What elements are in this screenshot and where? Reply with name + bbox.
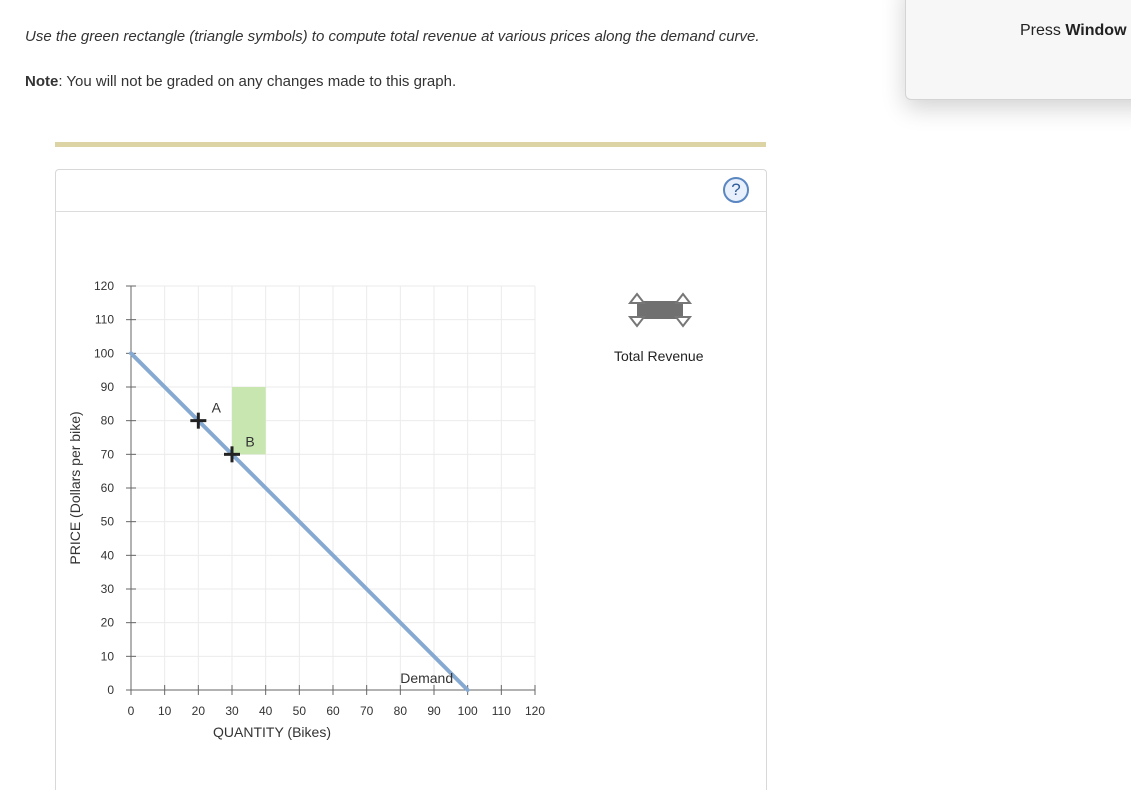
popup-bold: Window xyxy=(1065,22,1127,39)
demand-curve xyxy=(129,351,470,692)
tool-triangle-top-right xyxy=(673,292,693,304)
tool-triangle-bottom-left xyxy=(627,316,647,328)
y-tick-label: 30 xyxy=(101,582,115,596)
tool-triangle-bottom-right xyxy=(673,316,693,328)
popup-prefix: Press xyxy=(1020,22,1066,39)
demand-chart[interactable]: 0 10 20 30 40 50 60 70 80 90 100 110 120 0 10 20 30 40 50 6… xyxy=(56,170,766,780)
accent-bar xyxy=(55,142,766,147)
demand-label: Demand xyxy=(400,670,453,686)
y-tick-label: 70 xyxy=(101,447,115,461)
x-tick-label: 50 xyxy=(293,704,307,718)
note-text: Note: You will not be graded on any chan… xyxy=(25,73,456,90)
x-tick-label: 0 xyxy=(128,704,135,718)
y-tick-label: 120 xyxy=(94,279,114,293)
total-revenue-label: Total Revenue xyxy=(614,348,704,364)
y-tick-label: 80 xyxy=(101,414,115,428)
tool-triangle-top-left xyxy=(627,292,647,304)
panel-divider xyxy=(56,211,766,212)
revenue-rectangle xyxy=(232,387,266,455)
total-revenue-tool-icon[interactable] xyxy=(627,292,693,333)
popup-text: Press Window xyxy=(1020,22,1127,40)
x-tick-label: 90 xyxy=(427,704,441,718)
x-tick-label: 10 xyxy=(158,704,172,718)
x-axis-title: QUANTITY (Bikes) xyxy=(213,724,331,740)
graph-panel: ? 0 10 20 30 40 50 60 70 80 90 100 110 120 0 10 20 30 40 5… xyxy=(55,169,767,790)
x-tick-label: 110 xyxy=(492,704,511,718)
x-tick-label: 20 xyxy=(192,704,206,718)
y-tick-label: 50 xyxy=(101,515,115,529)
x-tick-label: 100 xyxy=(458,704,478,718)
x-tick-label: 80 xyxy=(394,704,408,718)
y-axis-title: PRICE (Dollars per bike) xyxy=(67,411,83,564)
x-tick-label: 40 xyxy=(259,704,273,718)
x-tick-label: 70 xyxy=(360,704,374,718)
y-tick-label: 0 xyxy=(107,683,114,697)
note-label: Note xyxy=(25,73,59,90)
tool-rect xyxy=(637,301,683,319)
y-tick-label: 110 xyxy=(95,313,114,327)
help-button[interactable]: ? xyxy=(723,177,749,203)
x-tick-label: 60 xyxy=(326,704,340,718)
note-body: : You will not be graded on any changes … xyxy=(58,73,457,90)
popup-panel: Press Window xyxy=(905,0,1131,100)
x-tick-label: 120 xyxy=(525,704,545,718)
y-tick-label: 60 xyxy=(101,481,115,495)
y-tick-label: 20 xyxy=(101,616,115,630)
y-tick-label: 10 xyxy=(101,649,115,663)
x-tick-label: 30 xyxy=(225,704,239,718)
point-a-label: A xyxy=(212,400,222,416)
point-b-label: B xyxy=(245,433,254,449)
y-tick-label: 40 xyxy=(101,548,115,562)
y-tick-label: 90 xyxy=(101,380,115,394)
instructions-text: Use the green rectangle (triangle symbol… xyxy=(25,28,760,45)
y-tick-label: 100 xyxy=(94,346,114,360)
